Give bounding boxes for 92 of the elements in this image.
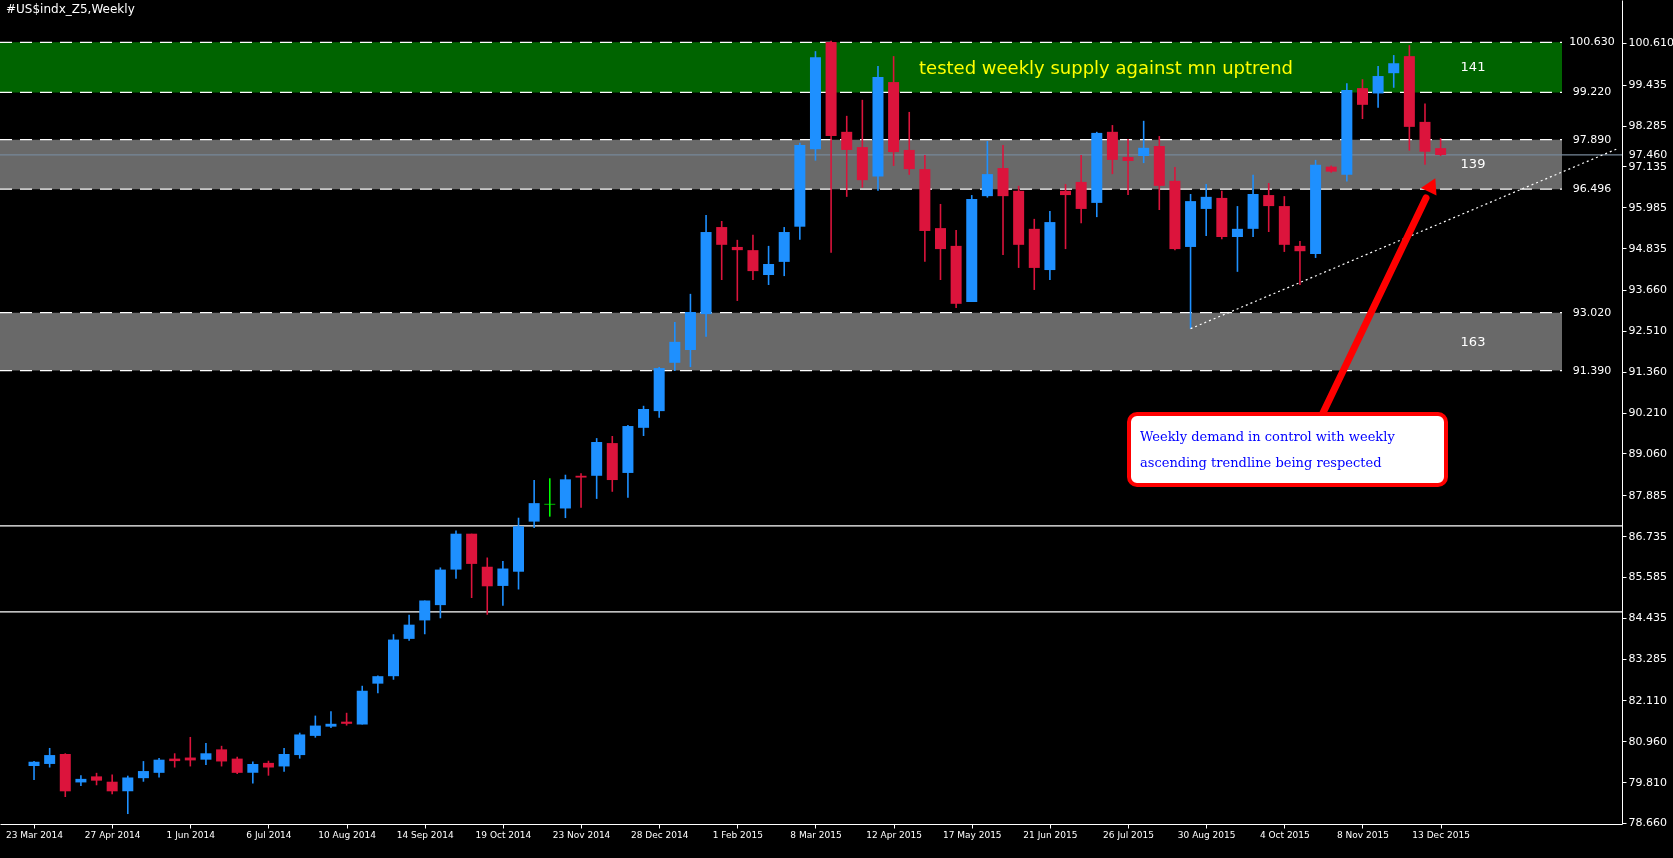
candlestick	[325, 710, 337, 729]
y-tick-label: 85.585	[1628, 570, 1667, 584]
candlestick	[935, 203, 946, 281]
ref-line-label: 99.220	[1572, 85, 1612, 99]
y-tick-label: 79.810	[1628, 775, 1667, 789]
candlestick	[669, 321, 681, 372]
candlestick	[716, 220, 728, 281]
candlestick	[481, 556, 493, 616]
y-tick-label: 78.660	[1628, 816, 1667, 830]
y-tick-label: 98.285	[1628, 119, 1667, 133]
candlestick	[1356, 78, 1368, 120]
x-tick-label: 10 Aug 2014	[318, 829, 377, 840]
candlestick	[137, 760, 149, 783]
candlestick	[747, 234, 759, 281]
candlestick	[575, 472, 587, 509]
y-tick-label: 90.210	[1628, 406, 1667, 420]
x-tick-label: 1 Feb 2015	[712, 829, 763, 840]
x-tick-label: 6 Jul 2014	[246, 829, 292, 840]
x-tick-label: 1 Jun 2014	[166, 829, 216, 840]
y-tick-label: 82.110	[1628, 693, 1667, 707]
x-tick-label: 13 Dec 2015	[1412, 829, 1470, 840]
y-tick-label: 100.610	[1628, 36, 1673, 50]
y-tick-label: 92.510	[1628, 324, 1667, 338]
candlestick	[294, 731, 306, 760]
candlestick	[1263, 182, 1275, 233]
x-tick-label: 28 Dec 2014	[630, 829, 689, 840]
candlestick	[122, 774, 134, 815]
candlestick	[731, 239, 743, 302]
x-tick-label: 14 Sep 2014	[396, 829, 455, 840]
x-tick-label: 12 Apr 2015	[866, 829, 922, 840]
x-tick-label: 8 Mar 2015	[790, 829, 842, 840]
candlestick	[153, 757, 165, 779]
candlestick	[1200, 183, 1212, 237]
chart-title: #US$indx_Z5,Weekly	[6, 2, 135, 16]
y-tick-label: 94.835	[1628, 241, 1667, 255]
ref-line-label: 91.390	[1572, 363, 1612, 377]
x-tick-label: 17 May 2015	[942, 829, 1002, 840]
band-label: 139	[1460, 156, 1486, 172]
candlestick	[544, 477, 556, 518]
x-tick-label: 21 Jun 2015	[1023, 829, 1078, 840]
band-label: 141	[1460, 59, 1486, 75]
candlestick	[841, 115, 853, 198]
x-tick-label: 4 Oct 2015	[1259, 829, 1310, 840]
candlestick	[981, 140, 993, 199]
y-tick-label: 83.285	[1628, 652, 1667, 666]
candlestick	[903, 111, 915, 176]
ref-line-label: 100.630	[1569, 35, 1615, 49]
band-label: 163	[1460, 333, 1486, 349]
candlestick	[44, 747, 56, 769]
annotation: Weekly demand in control with weekly ascending trendline being respected	[1140, 429, 1396, 470]
y-tick-label: 87.885	[1628, 488, 1667, 502]
candlestick	[1231, 205, 1243, 273]
y-tick-label: 86.735	[1628, 529, 1667, 543]
candlestick	[106, 773, 118, 795]
candlestick	[1138, 120, 1150, 164]
candlestick	[1294, 240, 1306, 286]
ref-line-label: 93.020	[1572, 305, 1612, 319]
annotation: tested weekly supply against mn uptrend	[919, 57, 1293, 78]
x-tick-label: 23 Nov 2014	[552, 829, 611, 840]
candlestick	[528, 479, 540, 529]
y-tick-label: 89.060	[1628, 446, 1667, 460]
candlestick	[28, 760, 40, 781]
candlestick	[1372, 65, 1384, 109]
x-tick-label: 27 Apr 2014	[84, 829, 141, 840]
candlestick	[1388, 54, 1400, 89]
candlestick	[497, 560, 509, 607]
candlestick	[638, 404, 650, 437]
candlestick	[763, 245, 775, 286]
ref-line-label: 97.460	[1628, 147, 1668, 161]
candlestick	[1060, 183, 1072, 250]
y-tick-label: 84.435	[1628, 611, 1667, 625]
ref-line-label: 96.496	[1572, 182, 1612, 196]
x-tick-label: 30 Aug 2015	[1177, 829, 1236, 840]
candlestick	[278, 747, 290, 773]
candlestick	[216, 745, 228, 768]
candlestick	[200, 742, 212, 766]
ref-line-label: 97.890	[1572, 132, 1612, 146]
x-tick-label: 19 Oct 2014	[475, 829, 532, 840]
y-tick-label: 95.985	[1628, 200, 1667, 214]
candlestick	[309, 714, 321, 739]
x-tick-label: 23 Mar 2014	[5, 829, 64, 840]
candlestick	[247, 760, 259, 785]
x-tick-label: 8 Nov 2015	[1337, 829, 1389, 840]
y-tick-label: 93.660	[1628, 283, 1667, 297]
candlestick	[1122, 138, 1134, 196]
candlestick	[419, 599, 431, 636]
y-tick-label: 97.135	[1628, 159, 1667, 173]
x-tick-label: 26 Jul 2015	[1103, 829, 1155, 840]
candlestick	[403, 613, 415, 642]
y-tick-label: 80.960	[1628, 734, 1667, 748]
y-tick-label: 99.435	[1628, 78, 1667, 92]
y-tick-label: 91.360	[1628, 365, 1667, 379]
